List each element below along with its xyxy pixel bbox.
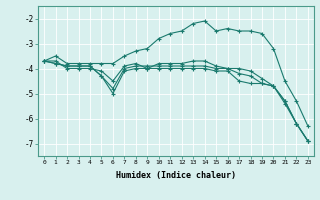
X-axis label: Humidex (Indice chaleur): Humidex (Indice chaleur): [116, 171, 236, 180]
